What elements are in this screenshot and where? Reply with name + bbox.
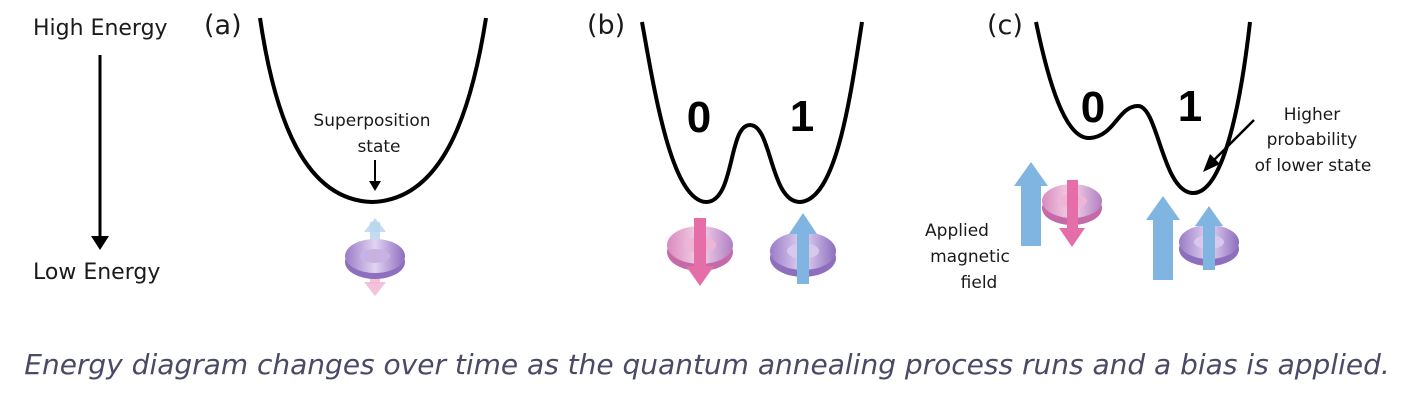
field-arrow-left-head bbox=[1014, 162, 1048, 186]
panel-c-down-arrowhead bbox=[1059, 228, 1085, 247]
field-label-line1: Applied bbox=[925, 221, 989, 241]
panel-c-up-arrow-shaft bbox=[1203, 222, 1215, 270]
panel-a-spin-up-arrowhead bbox=[364, 218, 386, 232]
panel-c-spin-down bbox=[1042, 180, 1102, 247]
panel-a-energy-well bbox=[258, 17, 488, 205]
field-arrow-left-shaft bbox=[1021, 184, 1041, 246]
panel-c-state-0: 0 bbox=[1081, 83, 1105, 132]
panel-c-tag: (c) bbox=[987, 10, 1023, 41]
panel-b-spin-up bbox=[770, 213, 836, 284]
panel-c-annotation-line3: of lower state bbox=[1255, 156, 1372, 176]
energy-axis-arrowhead bbox=[91, 236, 109, 250]
panel-c-annotation-arrow-line bbox=[1211, 119, 1255, 163]
panel-b-tag: (b) bbox=[587, 10, 625, 41]
panel-b-up-arrow-shaft bbox=[797, 230, 809, 284]
panel-a-annotation-line1: Superposition bbox=[313, 111, 430, 131]
panel-b-state-1: 1 bbox=[790, 92, 814, 141]
panel-b-double-well bbox=[640, 21, 864, 205]
panel-b-up-arrowhead bbox=[789, 213, 817, 234]
panel-c-state-1: 1 bbox=[1178, 82, 1202, 131]
panel-c-up-arrowhead bbox=[1195, 206, 1223, 226]
panel-b-down-arrowhead bbox=[686, 266, 714, 286]
field-label-line2: magnetic bbox=[930, 247, 1010, 267]
panel-a-annotation-line2: state bbox=[357, 137, 400, 157]
panel-a-annotation-arrowhead bbox=[369, 181, 381, 191]
panel-c-tilted-well bbox=[1034, 21, 1252, 196]
panel-b-down-arrow-shaft bbox=[694, 218, 706, 270]
high-energy-label: High Energy bbox=[33, 16, 168, 41]
panel-b-state-0: 0 bbox=[687, 93, 711, 142]
panel-a-ring-hole bbox=[360, 249, 390, 263]
applied-field-arrow-right bbox=[1146, 196, 1180, 280]
panel-c-annotation-arrowhead bbox=[1203, 154, 1220, 172]
panel-c-annotation-line1: Higher bbox=[1284, 105, 1341, 125]
field-arrow-right-shaft bbox=[1153, 218, 1173, 280]
panel-a-spin-down-arrowhead bbox=[364, 282, 386, 296]
panel-c-down-arrow-shaft bbox=[1067, 180, 1078, 232]
panel-a-tag: (a) bbox=[204, 10, 242, 41]
panel-a-superposition-spin bbox=[345, 218, 405, 296]
field-label-line3: field bbox=[961, 273, 998, 293]
panel-c-spin-up bbox=[1179, 206, 1239, 270]
low-energy-label: Low Energy bbox=[33, 260, 160, 285]
panel-c-annotation-line2: probability bbox=[1267, 130, 1358, 150]
panel-b-spin-down bbox=[667, 218, 733, 286]
field-arrow-right-head bbox=[1146, 196, 1180, 220]
figure-caption: Energy diagram changes over time as the … bbox=[24, 348, 1390, 381]
applied-field-arrow-left bbox=[1014, 162, 1048, 246]
